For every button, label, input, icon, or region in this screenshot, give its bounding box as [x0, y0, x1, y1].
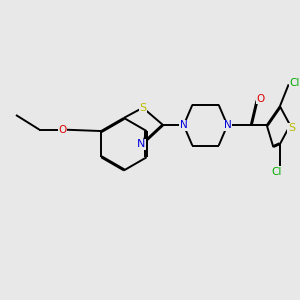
Text: O: O: [58, 124, 67, 135]
Text: S: S: [288, 123, 295, 133]
Text: Cl: Cl: [289, 78, 300, 88]
Text: N: N: [180, 120, 188, 130]
Text: S: S: [139, 103, 146, 113]
Text: N: N: [137, 139, 146, 149]
Text: Cl: Cl: [272, 167, 282, 177]
Text: N: N: [224, 120, 231, 130]
Text: O: O: [257, 94, 265, 104]
